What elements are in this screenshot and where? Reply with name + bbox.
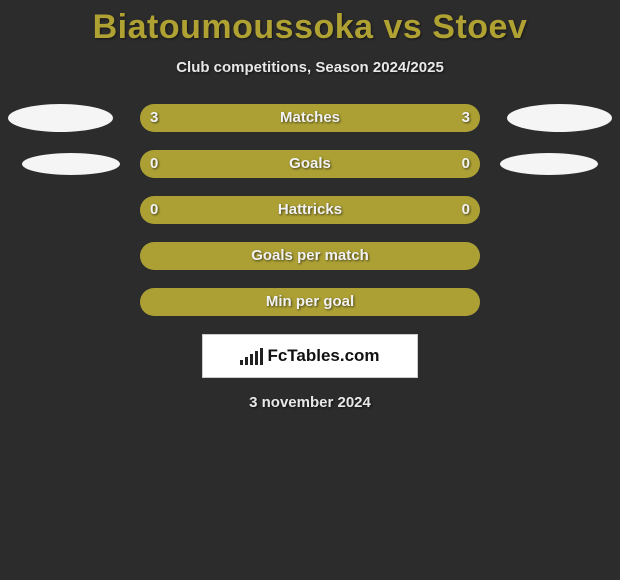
stat-row: 00Hattricks	[0, 196, 620, 224]
logo-box: FcTables.com	[202, 334, 418, 378]
page-title: Biatoumoussoka vs Stoev	[0, 0, 620, 47]
stat-label: Matches	[0, 104, 620, 132]
stat-label: Min per goal	[0, 288, 620, 316]
subtitle: Club competitions, Season 2024/2025	[0, 59, 620, 76]
stat-label: Goals	[0, 150, 620, 178]
stat-label: Goals per match	[0, 242, 620, 270]
stat-row: 00Goals	[0, 150, 620, 178]
stat-row: Min per goal	[0, 288, 620, 316]
logo-bars-icon	[240, 347, 263, 365]
stat-label: Hattricks	[0, 196, 620, 224]
stat-row: 33Matches	[0, 104, 620, 132]
stat-row: Goals per match	[0, 242, 620, 270]
date-text: 3 november 2024	[0, 394, 620, 411]
stats-container: 33Matches 00Goals 00Hattricks Goals per mat…	[0, 104, 620, 316]
logo-text: FcTables.com	[267, 346, 379, 366]
